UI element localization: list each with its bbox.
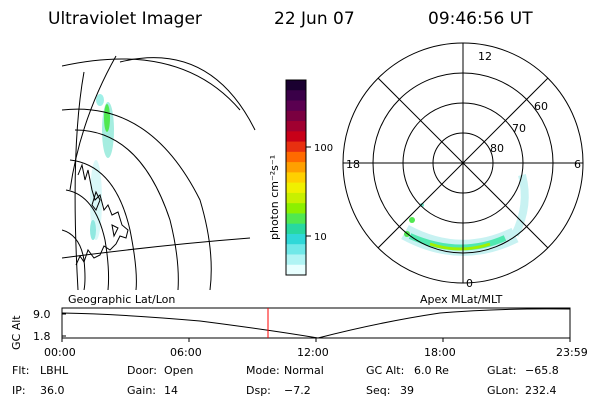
altitude-plot: GC Alt 9.0 1.8 00:00 06:00 12:00 18:00 2… <box>10 307 588 359</box>
colorbar-cell <box>286 172 306 184</box>
gain-label: Gain: <box>127 384 156 397</box>
colorbar-cell <box>286 264 306 276</box>
altitude-ytick-high: 9.0 <box>33 308 51 321</box>
mlt-label-12: 12 <box>478 50 492 63</box>
glat-value: −65.8 <box>525 364 559 377</box>
polar-map: 12 18 6 0 60 70 80 Apex MLat/MLT <box>342 42 584 306</box>
mlat-label-60: 60 <box>534 100 548 113</box>
colorbar-cell <box>286 110 306 122</box>
info-panel: Flt: LBHL Door: Open Mode: Normal GC Alt… <box>12 364 559 397</box>
flt-value: LBHL <box>40 364 69 377</box>
right-map-label: Apex MLat/MLT <box>420 293 503 306</box>
colorbar-cell <box>286 151 306 163</box>
glat-label: GLat: <box>487 364 516 377</box>
colorbar-cell <box>286 213 306 225</box>
instrument-title: Ultraviolet Imager <box>48 9 202 29</box>
gcalt-label: GC Alt: <box>366 364 404 377</box>
colorbar-cell <box>286 223 306 235</box>
left-map-label: Geographic Lat/Lon <box>68 293 175 306</box>
mlat-label-70: 70 <box>512 122 526 135</box>
colorbar-cell <box>286 162 306 173</box>
xtick-1200: 12:00 <box>297 346 329 359</box>
door-label: Door: <box>127 364 157 377</box>
altitude-xaxis: 00:00 06:00 12:00 18:00 23:59 <box>44 338 588 359</box>
xtick-2359: 23:59 <box>556 346 588 359</box>
mode-label: Mode: <box>246 364 280 377</box>
colorbar-tick-10: 10 <box>314 232 327 243</box>
ip-label: IP: <box>12 384 26 397</box>
door-value: Open <box>164 364 193 377</box>
flt-label: Flt: <box>12 364 29 377</box>
colorbar-cell <box>286 233 306 245</box>
colorbar-cell <box>286 192 306 204</box>
colorbar-cell <box>286 254 306 266</box>
colorbar-tick-100: 100 <box>314 143 333 154</box>
gain-value: 14 <box>164 384 178 397</box>
mlat-label-80: 80 <box>490 142 504 155</box>
glon-label: GLon: <box>487 384 519 397</box>
mode-value: Normal <box>284 364 324 377</box>
colorbar-cell <box>286 131 306 143</box>
colorbar-cell <box>286 90 306 102</box>
colorbar-cell <box>286 244 306 255</box>
mlt-label-18: 18 <box>346 158 360 171</box>
colorbar-label: photon cm⁻²s⁻¹ <box>268 155 281 240</box>
glon-value: 232.4 <box>525 384 557 397</box>
altitude-ytick-low: 1.8 <box>33 330 51 343</box>
mlt-label-0: 0 <box>466 277 473 290</box>
dsp-label: Dsp: <box>246 384 271 397</box>
time-label: 09:46:56 UT <box>428 9 533 29</box>
altitude-ylabel: GC Alt <box>10 315 23 350</box>
geographic-map: Geographic Lat/Lon <box>62 55 256 306</box>
mlt-label-6: 6 <box>574 158 581 171</box>
colorbar-cell <box>286 182 306 194</box>
colorbar: 100 10 photon cm⁻²s⁻¹ <box>268 79 333 276</box>
seq-value: 39 <box>400 384 414 397</box>
colorbar-cell <box>286 141 306 153</box>
ip-value: 36.0 <box>40 384 65 397</box>
colorbar-cell <box>286 100 306 112</box>
xtick-0600: 06:00 <box>170 346 202 359</box>
date-label: 22 Jun 07 <box>274 9 355 29</box>
seq-label: Seq: <box>366 384 390 397</box>
colorbar-cell <box>286 203 306 214</box>
xtick-1800: 18:00 <box>424 346 456 359</box>
colorbar-cell <box>286 121 306 132</box>
dsp-value: −7.2 <box>284 384 311 397</box>
xtick-0000: 00:00 <box>44 346 76 359</box>
colorbar-cell <box>286 80 306 91</box>
gcalt-value: 6.0 Re <box>414 364 449 377</box>
